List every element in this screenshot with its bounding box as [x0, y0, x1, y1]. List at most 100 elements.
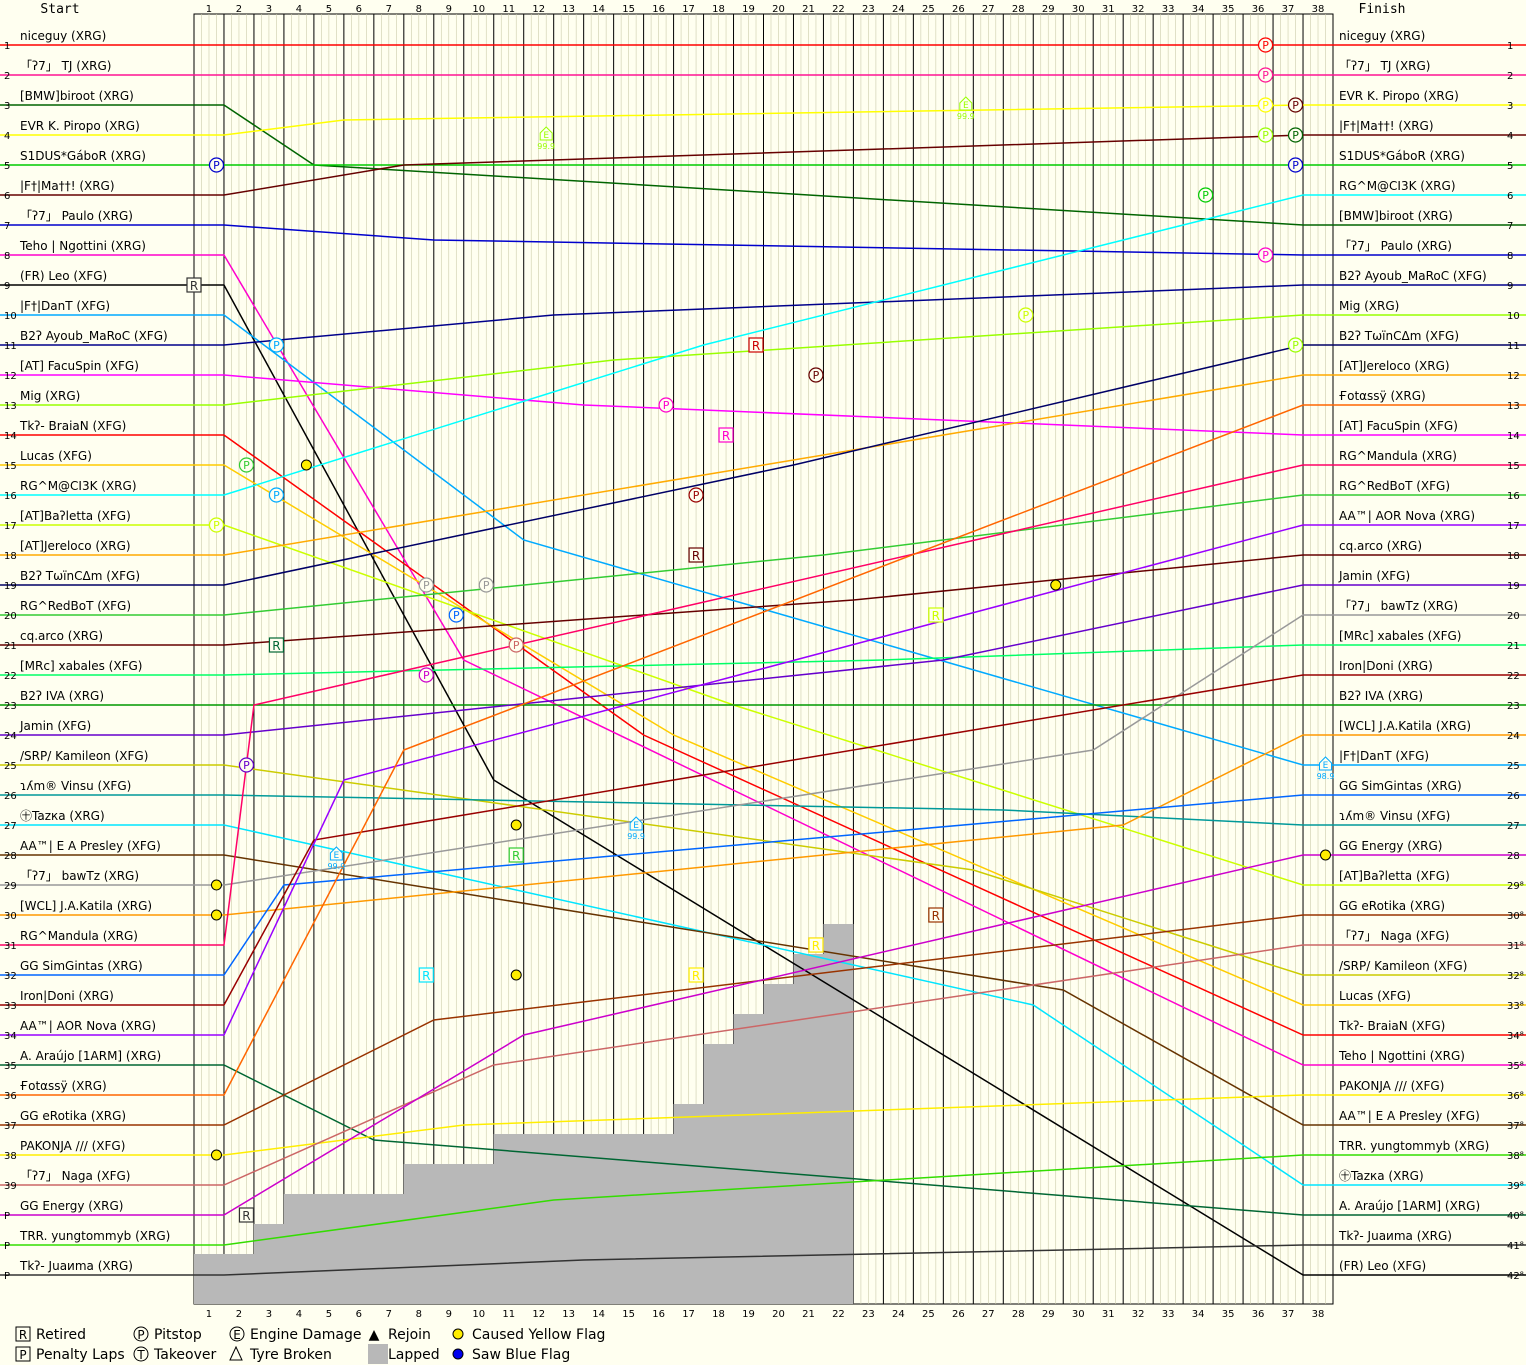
- finish-driver-name: [BMW]biroot (XRG): [1339, 209, 1453, 223]
- start-driver-name: GG Energy (XRG): [20, 1199, 123, 1213]
- lap-tick-top: 27: [982, 4, 995, 15]
- start-header: Start: [40, 2, 79, 17]
- start-position: P: [4, 1271, 10, 1282]
- pitstop-marker-label: P: [453, 609, 460, 622]
- retired-marker-label: R: [812, 939, 820, 953]
- pitstop-marker-label: P: [1292, 99, 1299, 112]
- lap-tick-top: 24: [892, 4, 905, 15]
- lap-tick-bottom: 31: [1102, 1309, 1115, 1320]
- finish-driver-name: GG Energy (XRG): [1339, 839, 1442, 853]
- pitstop-marker-label: P: [1262, 129, 1269, 142]
- finish-driver-name: RG^RedBoT (XFG): [1339, 479, 1450, 493]
- lap-tick-top: 8: [416, 4, 422, 15]
- pitstop-marker-label: P: [1262, 249, 1269, 262]
- finish-position: 16: [1507, 491, 1520, 502]
- finish-driver-name: Iron|Doni (XRG): [1339, 659, 1433, 673]
- lap-tick-bottom: 10: [472, 1309, 485, 1320]
- start-driver-name: [AT] FacuSpin (XFG): [20, 359, 139, 373]
- lap-tick-bottom: 1: [206, 1309, 212, 1320]
- retired-marker-label: R: [190, 279, 198, 293]
- finish-driver-name: B2ʔ TωïnCΔm (XFG): [1339, 329, 1459, 343]
- start-driver-name: [BMW]biroot (XRG): [20, 89, 134, 103]
- retired-marker-label: R: [422, 969, 430, 983]
- finish-driver-name: [AT]Jereloco (XRG): [1339, 359, 1450, 373]
- finish-position: 29⁸: [1507, 881, 1524, 892]
- retired-marker-label: R: [242, 1209, 250, 1223]
- finish-position: 31⁸: [1507, 941, 1524, 952]
- pitstop-marker-label: P: [243, 459, 250, 472]
- lap-tick-bottom: 4: [296, 1309, 302, 1320]
- lap-tick-bottom: 27: [982, 1309, 995, 1320]
- start-driver-name: RG^Mandula (XRG): [20, 929, 138, 943]
- start-position: 4: [4, 131, 10, 142]
- lap-tick-bottom: 38: [1312, 1309, 1325, 1320]
- retired-marker-label: R: [722, 429, 730, 443]
- start-position: 13: [4, 401, 17, 412]
- finish-position: 6: [1507, 191, 1513, 202]
- start-driver-name: 「ʔ7」 Naga (XFG): [20, 1169, 130, 1183]
- legend-label: Penalty Laps: [36, 1347, 125, 1363]
- finish-position: 22: [1507, 671, 1520, 682]
- pitstop-marker-label: P: [1262, 39, 1269, 52]
- lap-tick-top: 2: [236, 4, 242, 15]
- start-position: 5: [4, 161, 10, 172]
- pitstop-marker-label: P: [1262, 69, 1269, 82]
- finish-position: 40⁸: [1507, 1211, 1524, 1222]
- start-position: 31: [4, 941, 17, 952]
- pitstop-marker-label: P: [243, 759, 250, 772]
- lap-tick-top: 12: [532, 4, 545, 15]
- start-position: 24: [4, 731, 17, 742]
- legend-icon: E: [233, 1328, 241, 1342]
- finish-driver-name: (FR) Leo (XFG): [1339, 1259, 1426, 1273]
- finish-driver-name: Mig (XRG): [1339, 299, 1399, 313]
- lap-tick-top: 14: [592, 4, 605, 15]
- finish-driver-name: 「ʔ7」 bawTz (XRG): [1339, 599, 1458, 613]
- pitstop-marker-label: P: [423, 579, 430, 592]
- start-driver-name: cq.arco (XRG): [20, 629, 103, 643]
- lap-tick-top: 37: [1282, 4, 1295, 15]
- finish-driver-name: cq.arco (XRG): [1339, 539, 1422, 553]
- finish-position: 10: [1507, 311, 1520, 322]
- lap-tick-top: 33: [1162, 4, 1175, 15]
- legend-icon: T: [136, 1348, 145, 1362]
- finish-driver-name: Teho | Ngottini (XRG): [1338, 1049, 1465, 1063]
- legend-icon: [453, 1349, 463, 1359]
- start-driver-name: ㊉Tazка (XRG): [20, 809, 105, 823]
- pitstop-marker-label: P: [513, 639, 520, 652]
- finish-position: 1: [1507, 41, 1513, 52]
- finish-header: Finish: [1359, 2, 1406, 17]
- lap-tick-top: 1: [206, 4, 212, 15]
- lap-tick-bottom: 33: [1162, 1309, 1175, 1320]
- start-driver-name: Iron|Doni (XRG): [20, 989, 114, 1003]
- finish-driver-name: |F†|Ma††! (XRG): [1339, 119, 1434, 133]
- start-position: 22: [4, 671, 17, 682]
- start-position: 2: [4, 71, 10, 82]
- lap-tick-top: 3: [266, 4, 272, 15]
- finish-position: 3: [1507, 101, 1513, 112]
- finish-driver-name: [MRc] xabales (XFG): [1339, 629, 1461, 643]
- lap-tick-top: 5: [326, 4, 332, 15]
- start-position: 11: [4, 341, 17, 352]
- start-position: 29: [4, 881, 17, 892]
- lap-tick-top: 18: [712, 4, 725, 15]
- start-position: P: [4, 1211, 10, 1222]
- finish-position: 33⁸: [1507, 1001, 1524, 1012]
- finish-driver-name: RG^M@CI3K (XRG): [1339, 179, 1456, 193]
- lap-tick-bottom: 18: [712, 1309, 725, 1320]
- start-driver-name: S1DUS*GáboR (XRG): [20, 149, 146, 163]
- yellow-flag-marker: [211, 880, 221, 890]
- lap-tick-top: 36: [1252, 4, 1265, 15]
- start-position: 34: [4, 1031, 17, 1042]
- start-driver-name: AA™| E A Presley (XFG): [20, 839, 161, 853]
- pitstop-marker-label: P: [663, 399, 670, 412]
- finish-position: 19: [1507, 581, 1520, 592]
- finish-driver-name: B2ʔ IVA (XRG): [1339, 689, 1423, 703]
- lap-tick-bottom: 20: [772, 1309, 785, 1320]
- lap-tick-bottom: 30: [1072, 1309, 1085, 1320]
- start-driver-name: Lucas (XFG): [20, 449, 92, 463]
- legend-icon: P: [137, 1328, 144, 1342]
- start-position: 33: [4, 1001, 17, 1012]
- lap-tick-bottom: 29: [1042, 1309, 1055, 1320]
- lap-tick-top: 16: [652, 4, 665, 15]
- yellow-flag-marker: [211, 1150, 221, 1160]
